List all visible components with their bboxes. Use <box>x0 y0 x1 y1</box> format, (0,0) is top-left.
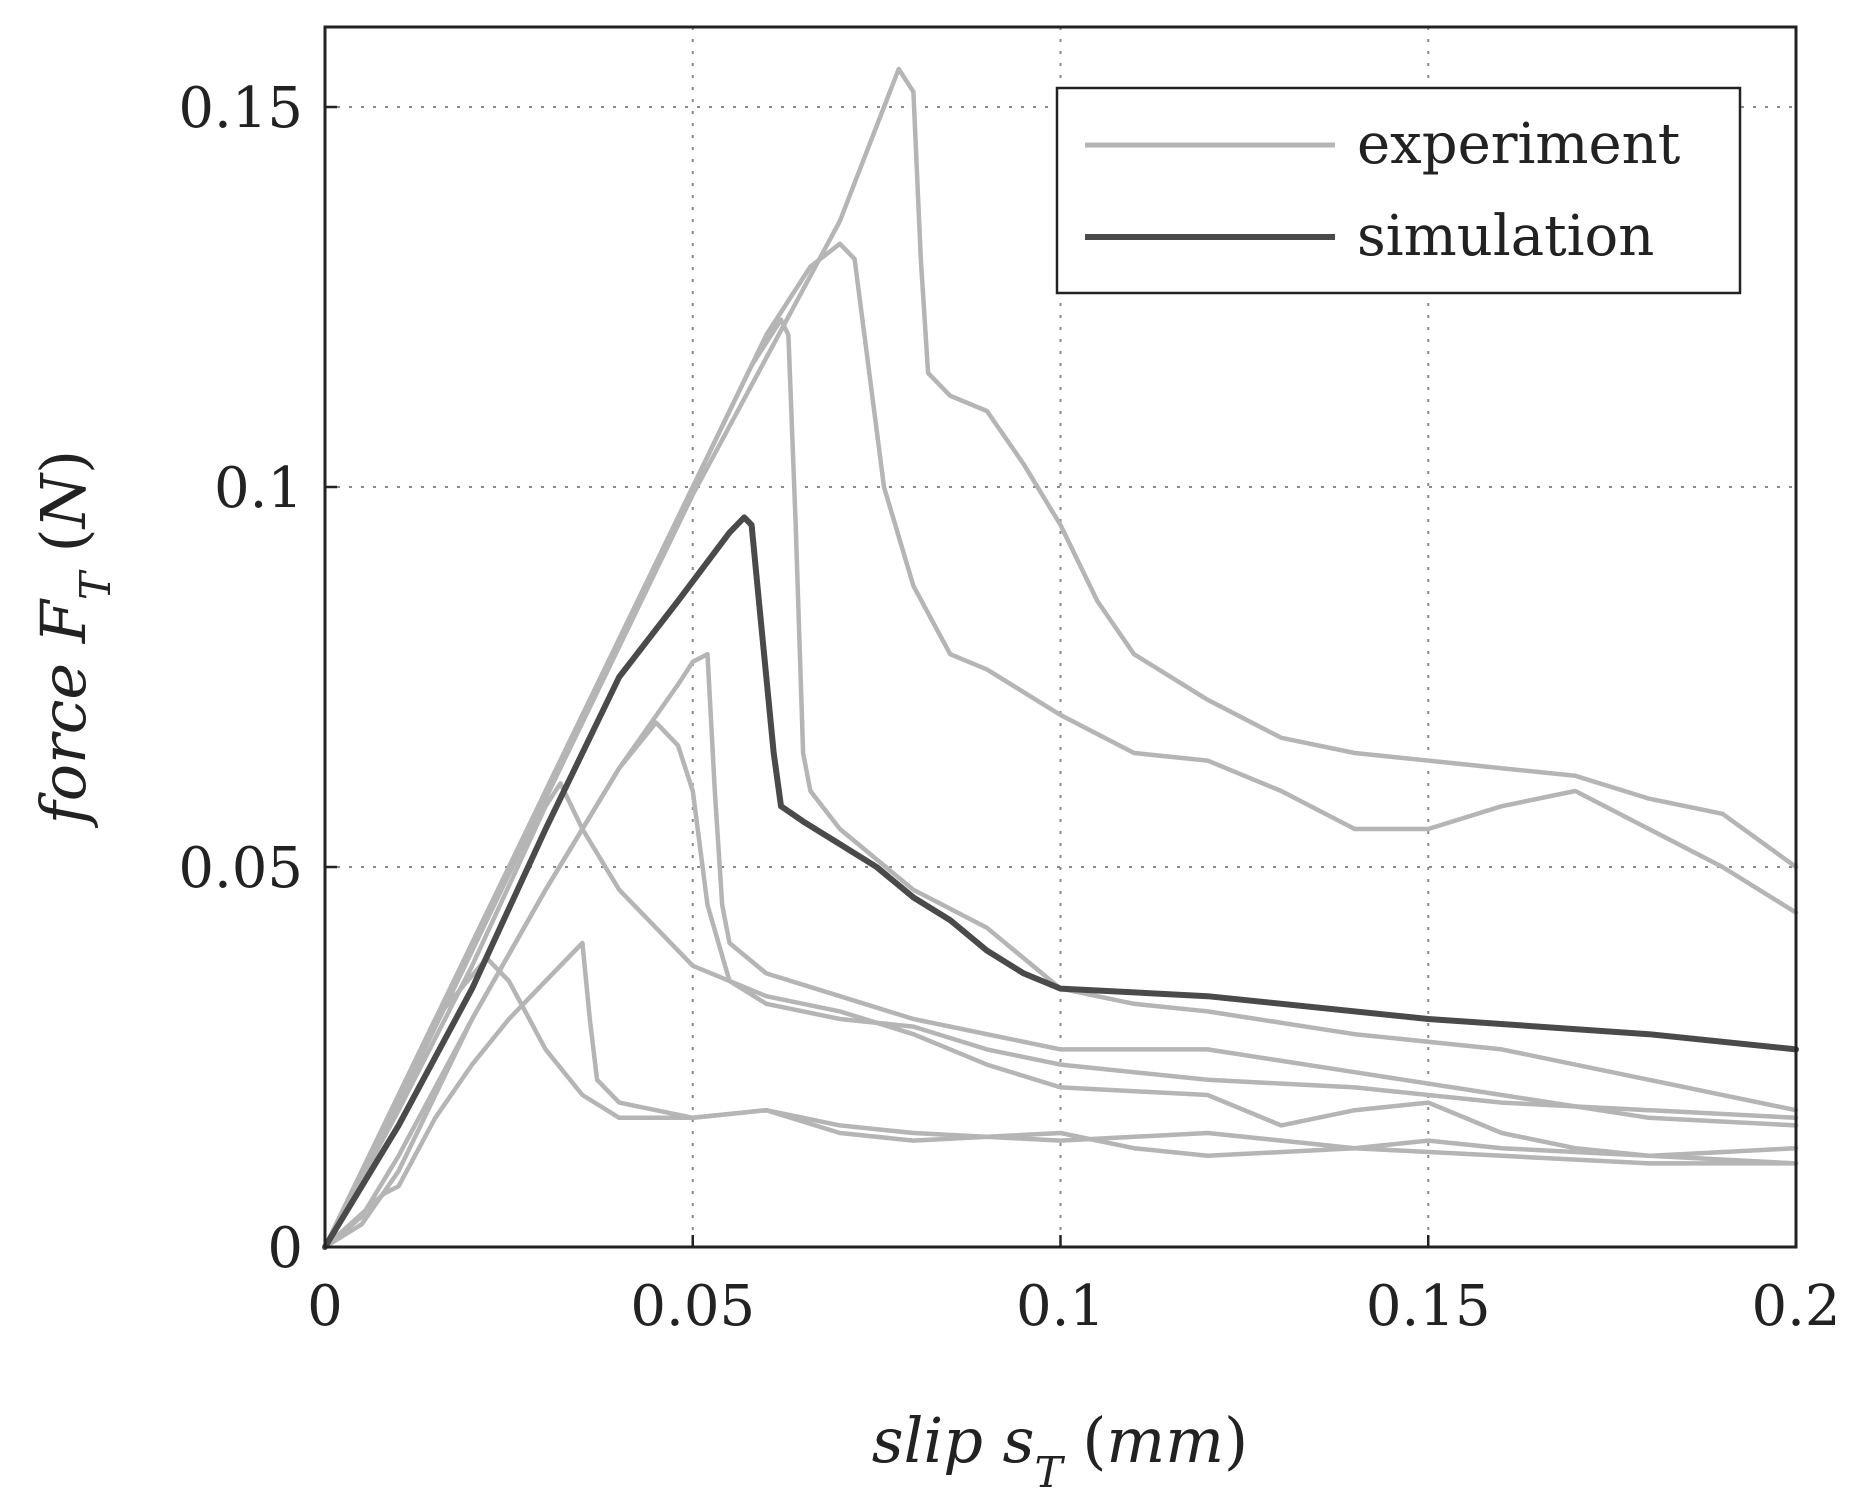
series-line-experiment-3 <box>322 317 1799 1250</box>
series-line-experiment-7 <box>322 940 1799 1250</box>
x-tick-label-3: 0.15 <box>1366 1274 1491 1339</box>
y-tick-label-3: 0.15 <box>178 76 303 141</box>
y-axis-label: force FT (N) <box>27 450 120 828</box>
x-tick-label-0: 0 <box>307 1274 343 1339</box>
legend-label-experiment: experiment <box>1357 112 1681 177</box>
series-line-experiment-6 <box>322 781 1799 1250</box>
legend: experiment simulation <box>1055 86 1742 295</box>
x-tick-label-2: 0.1 <box>1016 1274 1105 1339</box>
series-line-simulation <box>322 514 1799 1250</box>
series-line-experiment-1 <box>322 66 1799 1250</box>
legend-box <box>1055 86 1742 295</box>
x-tick-label-4: 0.2 <box>1751 1274 1840 1339</box>
y-tick-label-0: 0 <box>267 1216 303 1281</box>
x-tick-label-1: 0.05 <box>630 1274 755 1339</box>
y-tick-label-1: 0.05 <box>178 836 303 901</box>
x-axis-label: slip sT (mm) <box>872 1404 1248 1490</box>
legend-label-simulation: simulation <box>1357 204 1654 269</box>
y-tick-label-2: 0.1 <box>214 456 303 521</box>
